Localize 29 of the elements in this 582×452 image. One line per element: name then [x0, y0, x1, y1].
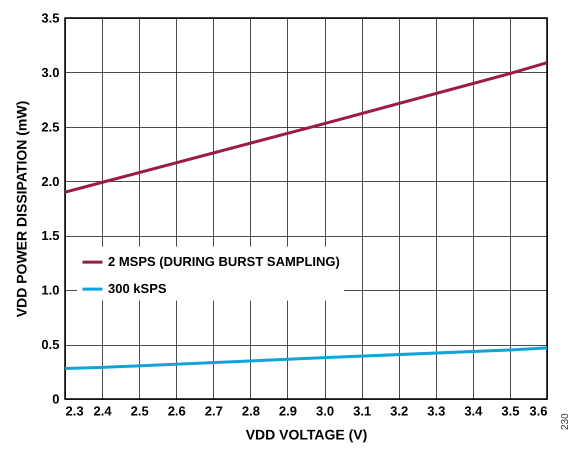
x-tick-label: 3.4 [464, 404, 484, 418]
x-axis-title: VDD VOLTAGE (V) [246, 426, 368, 442]
line-series [65, 61, 547, 194]
text: 230 [560, 413, 571, 430]
x-tick-label: 3.0 [316, 404, 334, 418]
x-tick-label: 3.2 [390, 404, 408, 418]
y-tick-label: 2.5 [41, 119, 60, 134]
x-tick-label: 2.4 [94, 404, 112, 418]
x-tick-label: 2.6 [168, 404, 186, 418]
x-tick-label: 2.3 [66, 404, 84, 418]
y-tick-label: 1.0 [41, 282, 60, 298]
y-tick-label: 1.5 [41, 228, 60, 244]
legend-label: 300 kSPS [108, 281, 167, 296]
y-axis-title: VDD POWER DISSIPATION (mW) [13, 100, 30, 318]
line-series [65, 346, 547, 370]
x-tick-label: 2.5 [130, 404, 149, 418]
y-tick-label: 3.0 [41, 64, 60, 80]
x-tick-label: 2.8 [242, 404, 260, 418]
y-tick-label: 0 [52, 392, 60, 406]
y-tick-label: 3.5 [41, 10, 60, 26]
x-tick-label: 3.3 [427, 404, 446, 418]
x-tick-label: 2.9 [278, 404, 297, 418]
x-tick-label: 3.1 [353, 404, 372, 418]
x-tick-label: 2.7 [204, 404, 223, 418]
y-tick-label: 2.0 [41, 174, 60, 189]
x-tick-label: 3.5 [501, 404, 520, 418]
y-tick-label: 0.5 [41, 337, 60, 352]
x-tick-label: 3.6 [529, 404, 548, 418]
legend-label: 2 MSPS (DURING BURST SAMPLING) [108, 254, 340, 270]
